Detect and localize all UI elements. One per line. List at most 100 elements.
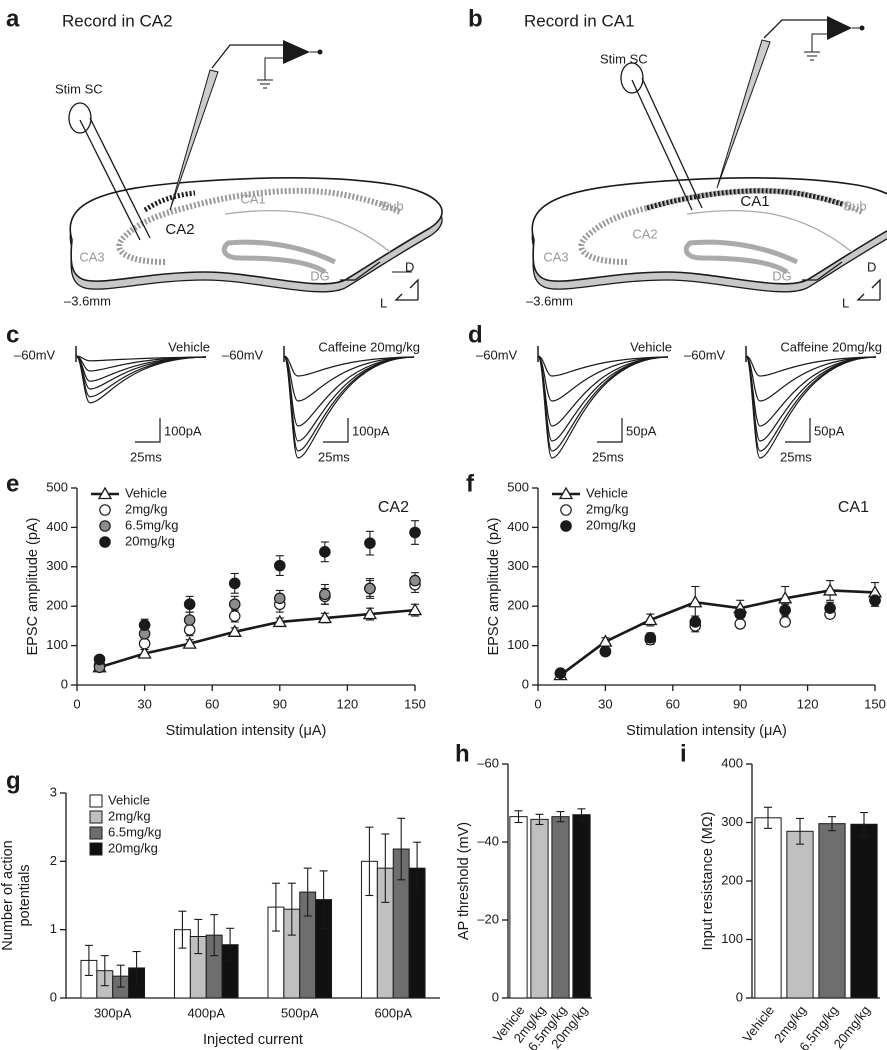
scale-label: 25ms (780, 449, 812, 464)
x-tick-label: 300pA (94, 1005, 132, 1020)
legend-marker (560, 504, 572, 516)
y-tick-label: 500 (46, 479, 68, 494)
scale-label: 25ms (592, 449, 624, 464)
y-tick-label: 400 (46, 519, 68, 534)
stim-label: Stim SC (55, 81, 103, 96)
scale-bar (597, 418, 623, 443)
region-label: CA1 (740, 193, 769, 210)
potential-label: –60mV (14, 347, 56, 362)
y-tick-label: 1 (50, 921, 57, 936)
y-tick-label: 300 (507, 558, 529, 573)
marker (734, 618, 746, 630)
legend-label: Vehicle (125, 485, 167, 500)
trace (75, 355, 207, 372)
marker (273, 592, 286, 605)
legend-label: 2mg/kg (108, 808, 151, 823)
marker (228, 610, 241, 622)
legend-marker (560, 520, 572, 532)
region-label: Sub (380, 198, 403, 213)
trace (745, 355, 877, 402)
y-axis-label: EPSC amplitude (pA) (25, 518, 41, 656)
y-tick-label: 400 (507, 519, 529, 534)
x-tick-label: 60 (205, 696, 219, 711)
trace (75, 355, 207, 362)
x-tick-label: 90 (733, 696, 747, 711)
region-label: CA3 (79, 249, 104, 264)
marker (364, 537, 376, 549)
trace (75, 355, 207, 398)
marker (138, 619, 151, 631)
y-tick-label: 0 (736, 989, 743, 1004)
condition-label: Caffeine 20mg/kg (318, 339, 420, 354)
x-tick-label: 150 (404, 696, 426, 711)
fit-line (99, 608, 416, 669)
y-tick-label: 2 (50, 853, 57, 868)
bar (551, 816, 570, 999)
condition-label: Caffeine 20mg/kg (780, 339, 882, 354)
x-axis-label: Stimulation intensity (μA) (166, 723, 327, 739)
x-axis-label: Injected current (203, 1032, 303, 1048)
scale-bar (323, 418, 349, 443)
marker (138, 637, 151, 650)
trace (283, 355, 415, 442)
legend-marker (99, 520, 111, 532)
depth-label: –3.6mm (64, 293, 111, 308)
legend-marker (558, 486, 574, 500)
region-label: CA2 (632, 226, 657, 241)
orientation-label: D (867, 259, 876, 274)
bar (509, 816, 528, 999)
scale-bar (785, 418, 811, 443)
trace (283, 355, 415, 459)
trace (745, 355, 877, 459)
condition-label: Vehicle (630, 339, 672, 354)
orientation-arrow (856, 293, 880, 301)
region-label: CA1 (240, 191, 265, 206)
marker (734, 608, 746, 620)
y-tick-label: 300 (721, 814, 743, 829)
trace (75, 355, 207, 404)
marker (183, 614, 196, 626)
panel-label: i (680, 740, 687, 767)
condition-label: Vehicle (168, 339, 210, 354)
panel-title: Record in CA1 (524, 11, 635, 30)
scale-label: 25ms (130, 449, 162, 464)
legend-swatch (89, 826, 103, 840)
region-label: CA2 (165, 221, 194, 238)
scale-label: 50pA (814, 423, 845, 438)
y-tick-label: 3 (50, 784, 57, 799)
legend-label: 20mg/kg (108, 840, 158, 855)
y-tick-label: 100 (721, 931, 743, 946)
x-tick-label: 500pA (281, 1005, 319, 1020)
marker (182, 636, 197, 649)
legend-label: 20mg/kg (586, 517, 636, 532)
depth-label: –3.6mm (526, 293, 573, 308)
region-label: CA3 (543, 249, 568, 264)
x-axis-label: Stimulation intensity (μA) (626, 723, 787, 739)
scale-label: 100pA (352, 423, 390, 438)
panel-label: b (468, 5, 483, 32)
scale-label: 25ms (318, 449, 350, 464)
y-tick-label: 0 (522, 676, 529, 691)
x-tick-label: 400pA (187, 1005, 225, 1020)
trace (283, 355, 415, 402)
y-tick-label: 200 (507, 598, 529, 613)
x-tick-label: 120 (797, 696, 819, 711)
marker (319, 588, 331, 601)
marker (273, 559, 286, 572)
legend-label: 6.5mg/kg (108, 824, 161, 839)
x-tick-label: 0 (534, 696, 541, 711)
marker (599, 645, 612, 658)
x-tick-label: 120 (337, 696, 359, 711)
panel-label: h (455, 740, 470, 767)
potential-label: –60mV (476, 347, 518, 362)
panel-label: a (6, 5, 20, 32)
marker (137, 646, 152, 659)
orientation-arrow (409, 278, 419, 300)
y-axis-label: EPSC amplitude (pA) (486, 518, 502, 656)
y-tick-label: 0 (492, 989, 499, 1004)
y-tick-label: –40 (477, 833, 499, 848)
region-label: DG (310, 268, 330, 283)
stim-label: Stim SC (600, 51, 648, 66)
x-tick-label: 0 (73, 696, 80, 711)
y-tick-label: 200 (46, 598, 68, 613)
